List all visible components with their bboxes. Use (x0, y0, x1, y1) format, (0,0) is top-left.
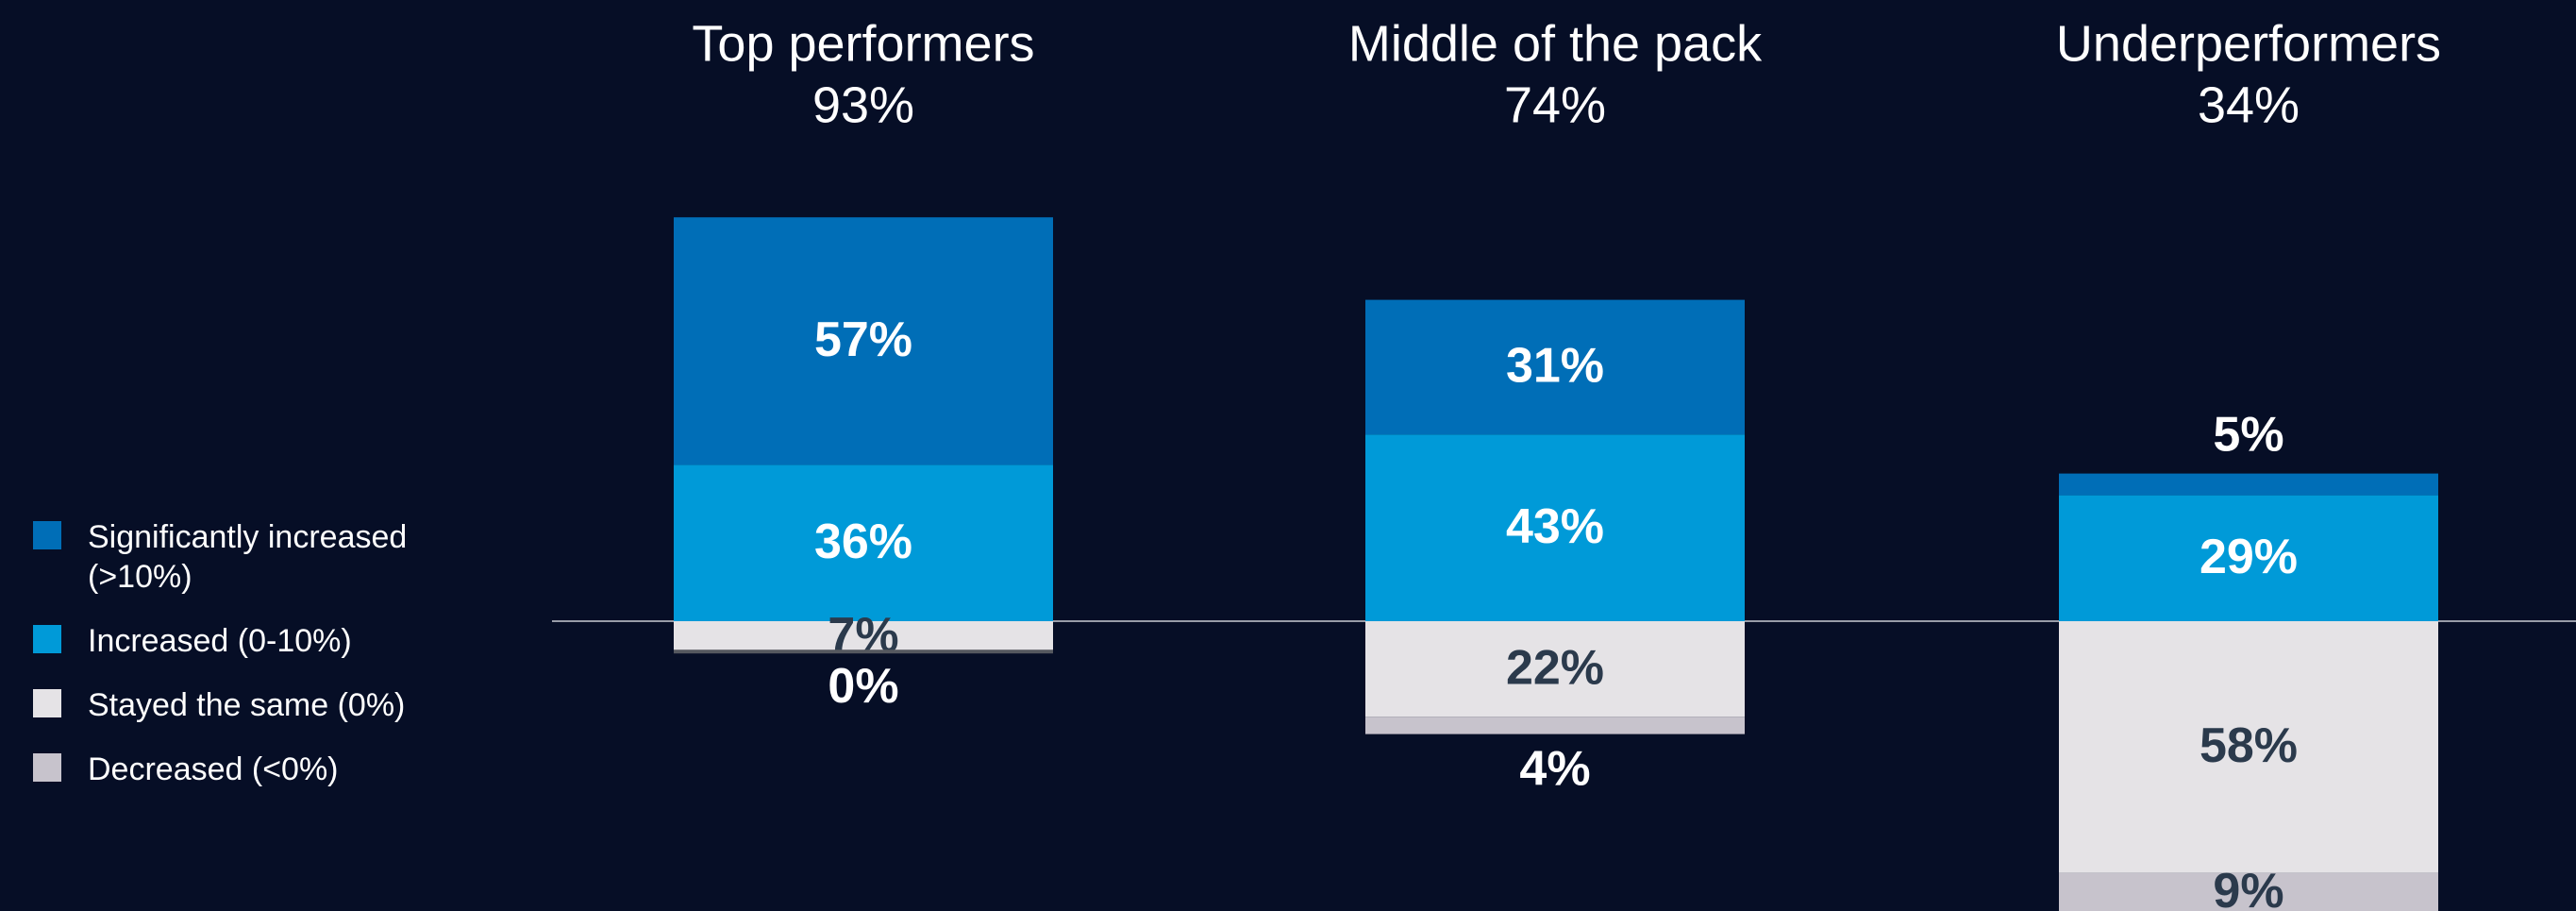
value-label: 58% (2200, 718, 2298, 773)
bar-segment (2059, 872, 2438, 911)
group-title: Underperformers (2056, 15, 2441, 72)
group-total: 74% (1504, 76, 1606, 133)
legend: Significantly increased (>10%) Increased … (33, 517, 427, 814)
bar-segment (1365, 434, 1745, 621)
value-label: 7% (828, 608, 898, 663)
group-title: Middle of the pack (1348, 15, 1763, 72)
group-total: 34% (2198, 76, 2300, 133)
legend-item: Increased (0-10%) (33, 621, 427, 661)
bar-segment (1365, 299, 1745, 435)
value-label: 0% (828, 659, 898, 714)
legend-label: Decreased (<0%) (88, 751, 339, 787)
bar-segment (1365, 621, 1745, 717)
legend-item: Significantly increased (>10%) (33, 517, 427, 597)
legend-swatch (33, 689, 61, 717)
bar-segment (2059, 621, 2438, 873)
bar-segment-edge (674, 650, 1053, 654)
bar-segment (2059, 495, 2438, 621)
value-label: 5% (2213, 407, 2283, 462)
bar-segment (674, 217, 1053, 465)
value-label: 43% (1506, 499, 1604, 554)
value-label: 29% (2200, 530, 2298, 584)
value-label: 22% (1506, 640, 1604, 695)
legend-item: Stayed the same (0%) (33, 685, 427, 725)
value-label: 36% (814, 515, 912, 569)
group-title: Top performers (692, 15, 1034, 72)
bar-segment (674, 621, 1053, 652)
legend-item: Decreased (<0%) (33, 750, 427, 789)
value-label: 57% (814, 312, 912, 367)
legend-label: Significantly increased (>10%) (88, 519, 408, 595)
legend-label: Stayed the same (0%) (88, 687, 406, 723)
legend-swatch (33, 753, 61, 782)
legend-label: Increased (0-10%) (88, 623, 352, 659)
bar-segment (1365, 717, 1745, 734)
value-label: 31% (1506, 339, 1604, 394)
group-total: 93% (812, 76, 914, 133)
value-label: 9% (2213, 864, 2283, 911)
bar-segment (674, 464, 1053, 621)
legend-swatch (33, 521, 61, 549)
value-label: 4% (1519, 741, 1590, 796)
bar-segment (2059, 473, 2438, 496)
legend-swatch (33, 625, 61, 653)
